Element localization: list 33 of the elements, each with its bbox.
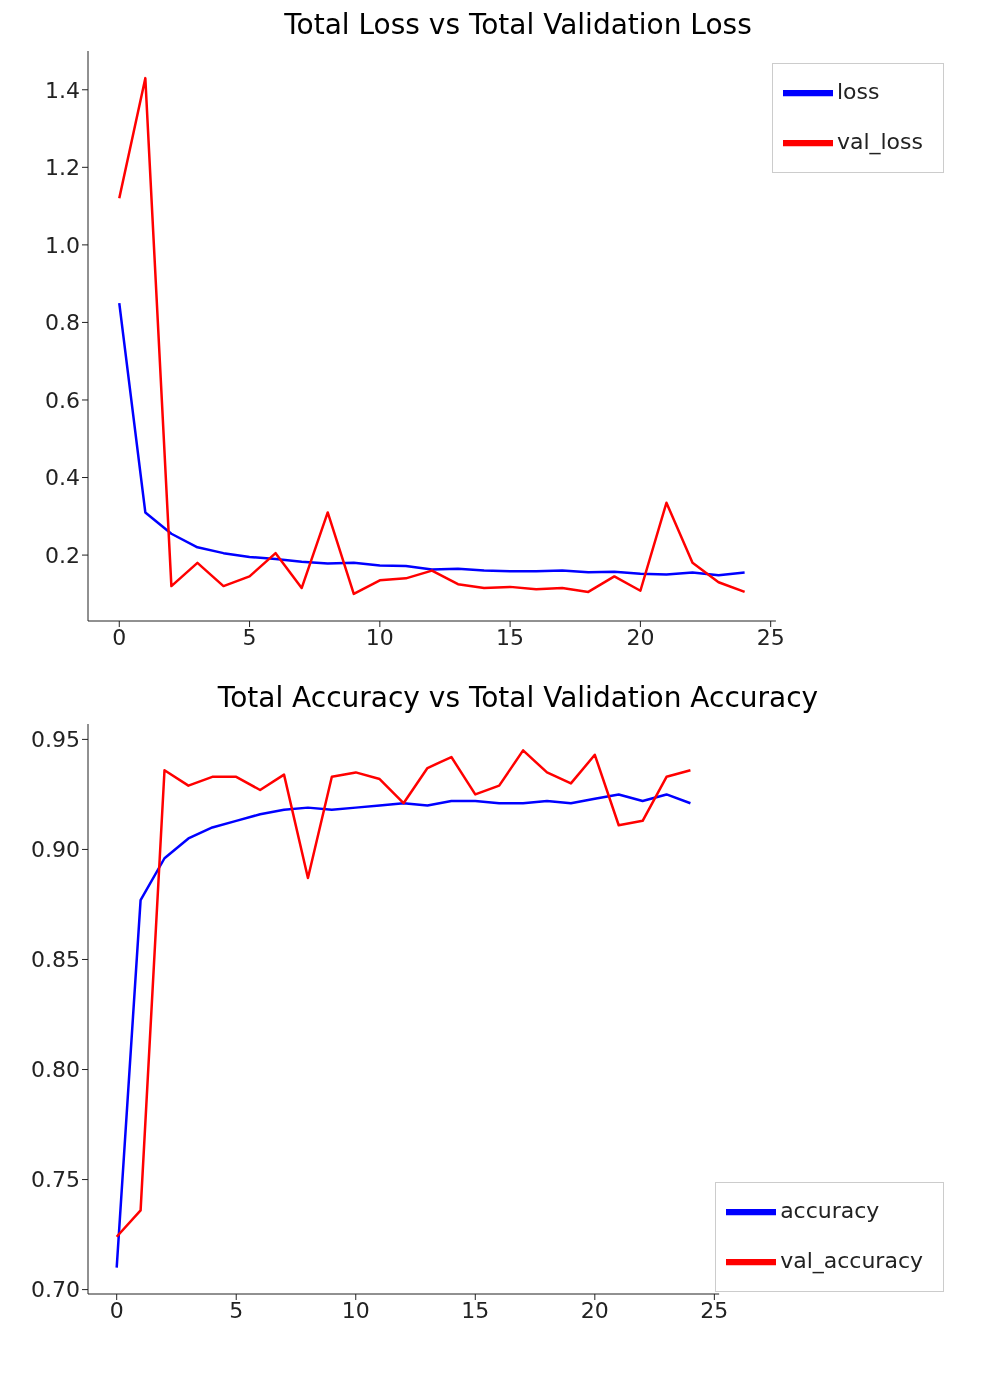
x-tick-label: 15 — [496, 624, 525, 650]
x-tick-label: 10 — [341, 1297, 370, 1323]
y-tick-label: 0.70 — [31, 1277, 80, 1303]
x-tick-label: 10 — [365, 624, 394, 650]
y-tick-label: 0.8 — [45, 310, 80, 336]
y-tick-label: 0.4 — [45, 465, 80, 491]
x-tick-label: 15 — [461, 1297, 490, 1323]
y-tick-label: 0.90 — [31, 837, 80, 863]
x-tick-label: 0 — [109, 1297, 124, 1323]
chart-title: Total Loss vs Total Validation Loss — [283, 8, 753, 41]
x-tick-label: 0 — [112, 624, 127, 650]
x-tick-label: 25 — [700, 1297, 729, 1323]
x-tick-label: 5 — [242, 624, 257, 650]
legend-label: accuracy — [780, 1198, 880, 1223]
y-tick-label: 1.0 — [45, 232, 80, 258]
legend-label: val_accuracy — [780, 1248, 923, 1273]
y-tick-label: 0.2 — [45, 542, 80, 568]
legend-label: val_loss — [836, 129, 923, 154]
y-tick-label: 0.85 — [31, 947, 80, 973]
x-tick-label: 20 — [580, 1297, 609, 1323]
x-tick-label: 5 — [229, 1297, 244, 1323]
y-tick-label: 0.80 — [31, 1057, 80, 1083]
legend-label: loss — [836, 79, 880, 104]
chart-title: Total Accuracy vs Total Validation Accuracy — [216, 681, 820, 714]
y-tick-label: 1.2 — [45, 155, 80, 181]
y-tick-label: 1.4 — [45, 77, 80, 103]
line-series — [118, 301, 746, 577]
line-series — [118, 76, 746, 596]
y-tick-label: 0.75 — [31, 1167, 80, 1193]
y-tick-label: 0.95 — [31, 727, 80, 753]
x-tick-label: 20 — [626, 624, 655, 650]
y-tick-label: 0.6 — [45, 387, 80, 413]
x-tick-label: 25 — [756, 624, 785, 650]
